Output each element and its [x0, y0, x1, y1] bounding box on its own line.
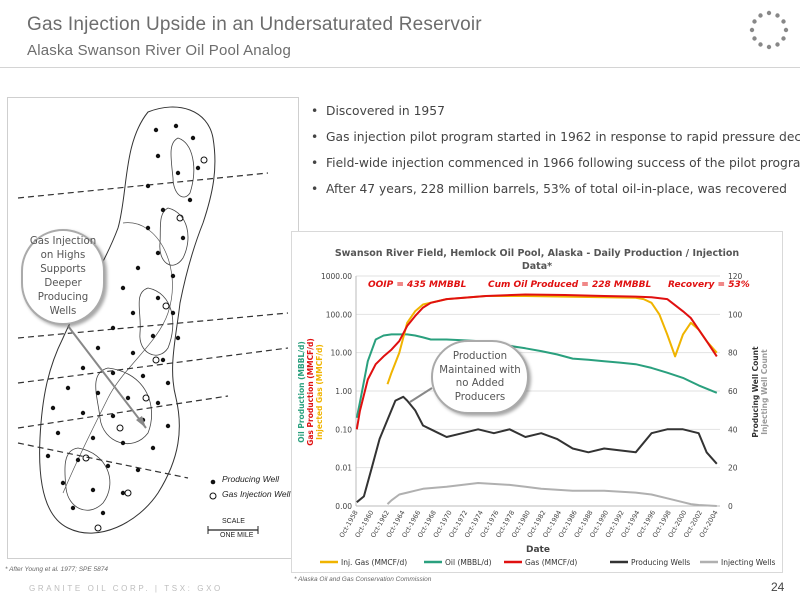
x-axis-label: Date [526, 545, 550, 555]
y-right-axis-label: Producing Well Count [751, 346, 760, 438]
production-maintained-callout: Production Maintained with no Added Prod… [431, 340, 529, 414]
legend-label: Inj. Gas (MMCF/d) [341, 558, 407, 567]
y-left-axis-label: Injected Gas (MMCF/d) [315, 344, 324, 440]
y-left-tick-label: 1000.00 [321, 272, 352, 281]
footer-company: GRANITE OIL CORP. | TSX: GXO [29, 584, 223, 593]
page-subtitle: Alaska Swanson River Oil Pool Analog [27, 42, 292, 59]
annotation-ooip: OOIP = 435 MMBBL [368, 280, 467, 290]
y-right-tick-label: 0 [728, 502, 733, 511]
legend-injection-label: Gas Injection Well [222, 489, 291, 499]
y-left-tick-label: 100.00 [326, 310, 352, 319]
company-logo-icon [749, 10, 789, 50]
callout-arrow [409, 387, 433, 403]
series-line-injecting-wells [386, 482, 717, 507]
y-left-tick-label: 0.00 [335, 502, 352, 511]
y-left-tick-label: 0.10 [335, 425, 352, 434]
series-line-producing-wells [356, 395, 718, 503]
gas-injection-callout-text: Gas Injection on Highs Supports Deeper P… [29, 236, 97, 317]
annotation-cum-oil: Cum Oil Produced = 228 MMBBL [488, 280, 652, 290]
field-map: Producing Well Gas Injection Well SCALE … [7, 97, 299, 559]
y-right-tick-label: 100 [728, 310, 743, 319]
y-right-tick-label: 40 [728, 425, 738, 434]
map-source-note: * After Young et al. 1977; SPE 5874 [5, 566, 108, 573]
y-right-tick-label: 80 [728, 349, 738, 358]
legend-producing-label: Producing Well [222, 474, 280, 484]
production-maintained-text: Production Maintained with no Added Prod… [439, 351, 521, 403]
y-right-tick-label: 120 [728, 272, 743, 281]
bullet-item: Discovered in 1957 [311, 104, 800, 130]
series-line-gas-mmcf-d [355, 293, 718, 430]
y-right-tick-label: 20 [728, 464, 738, 473]
page-title: Gas Injection Upside in an Undersaturate… [27, 14, 482, 35]
bullet-item: Field-wide injection commenced in 1966 f… [311, 156, 800, 182]
bullet-item: After 47 years, 228 million barrels, 53%… [311, 182, 800, 208]
legend-label: Oil (MBBL/d) [445, 558, 492, 567]
page-number: 24 [771, 580, 785, 594]
chart-title: Swanson River Field, Hemlock Oil Pool, A… [335, 248, 740, 259]
chart-title-cont: Data* [522, 261, 552, 272]
legend-label: Gas (MMCF/d) [525, 558, 577, 567]
y-right-tick-label: 60 [728, 387, 738, 396]
annotation-recovery: Recovery = 53% [668, 280, 750, 290]
scale-label: SCALE [222, 518, 245, 525]
scale-unit: ONE MILE [220, 532, 254, 539]
key-facts-list: Discovered in 1957 Gas injection pilot p… [311, 104, 800, 208]
y-left-axis-label: Oil Production (MBBL/d) [297, 341, 306, 443]
legend-label: Producing Wells [631, 558, 690, 567]
y-left-tick-label: 10.00 [331, 349, 353, 358]
legend-label: Injecting Wells [721, 558, 775, 567]
chart-source-note: * Alaska Oil and Gas Conservation Commis… [294, 576, 432, 583]
series-line-inj-gas-mmcf-d [386, 295, 718, 385]
y-left-tick-label: 1.00 [335, 387, 352, 396]
gas-injection-callout: Gas Injection on Highs Supports Deeper P… [21, 229, 105, 325]
header-divider [0, 67, 800, 68]
bullet-item: Gas injection pilot program started in 1… [311, 130, 800, 156]
y-left-tick-label: 0.01 [335, 464, 352, 473]
y-left-axis-label: Gas Production (MMCF/d) [306, 338, 315, 446]
production-chart: Swanson River Field, Hemlock Oil Pool, A… [291, 231, 783, 573]
y-right-axis-label: Injecting Well Count [760, 349, 769, 435]
production-chart-svg: Swanson River Field, Hemlock Oil Pool, A… [297, 248, 775, 567]
